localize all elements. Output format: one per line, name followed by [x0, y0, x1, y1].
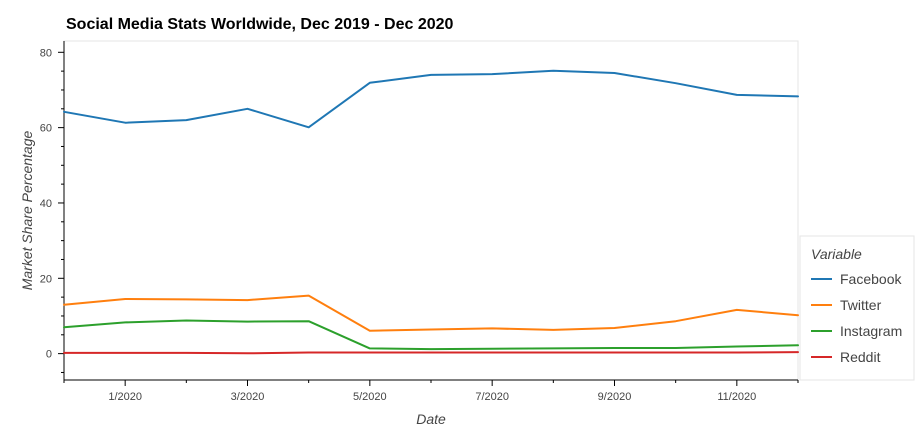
legend-label-twitter: Twitter [840, 297, 882, 313]
legend: Variable Facebook Twitter Instagram Reddit [799, 235, 915, 381]
series-line-reddit [63, 351, 799, 355]
x-axis-label: Date [416, 411, 446, 427]
x-tick-label: 7/2020 [475, 391, 509, 403]
legend-label-instagram: Instagram [840, 323, 902, 339]
x-tick-label: 9/2020 [598, 391, 632, 403]
x-tick-label: 11/2020 [717, 391, 756, 403]
series-line-instagram [63, 319, 799, 351]
chart-title: Social Media Stats Worldwide, Dec 2019 -… [66, 16, 454, 33]
legend-label-reddit: Reddit [840, 349, 881, 365]
x-tick-label: 5/2020 [353, 391, 387, 403]
y-axis: 0 20 40 60 80 [40, 41, 65, 380]
legend-label-facebook: Facebook [840, 271, 902, 287]
series-line-twitter [63, 294, 799, 332]
y-tick-label: 80 [40, 47, 52, 59]
legend-title: Variable [811, 246, 862, 262]
x-axis: 1/2020 3/2020 5/2020 7/2020 9/2020 11/2020 [63, 379, 799, 403]
legend-items: Facebook Twitter Instagram Reddit [811, 271, 902, 365]
series-line-facebook [63, 69, 799, 129]
x-tick-label: 3/2020 [231, 391, 265, 403]
y-tick-label: 40 [40, 198, 52, 210]
y-axis-label: Market Share Percentage [19, 131, 35, 291]
y-tick-label: 0 [46, 349, 52, 361]
series-layer [63, 69, 799, 355]
legend-box [799, 235, 915, 381]
y-tick-label: 60 [40, 123, 52, 135]
x-tick-label: 1/2020 [108, 391, 142, 403]
y-tick-label: 20 [40, 273, 52, 285]
